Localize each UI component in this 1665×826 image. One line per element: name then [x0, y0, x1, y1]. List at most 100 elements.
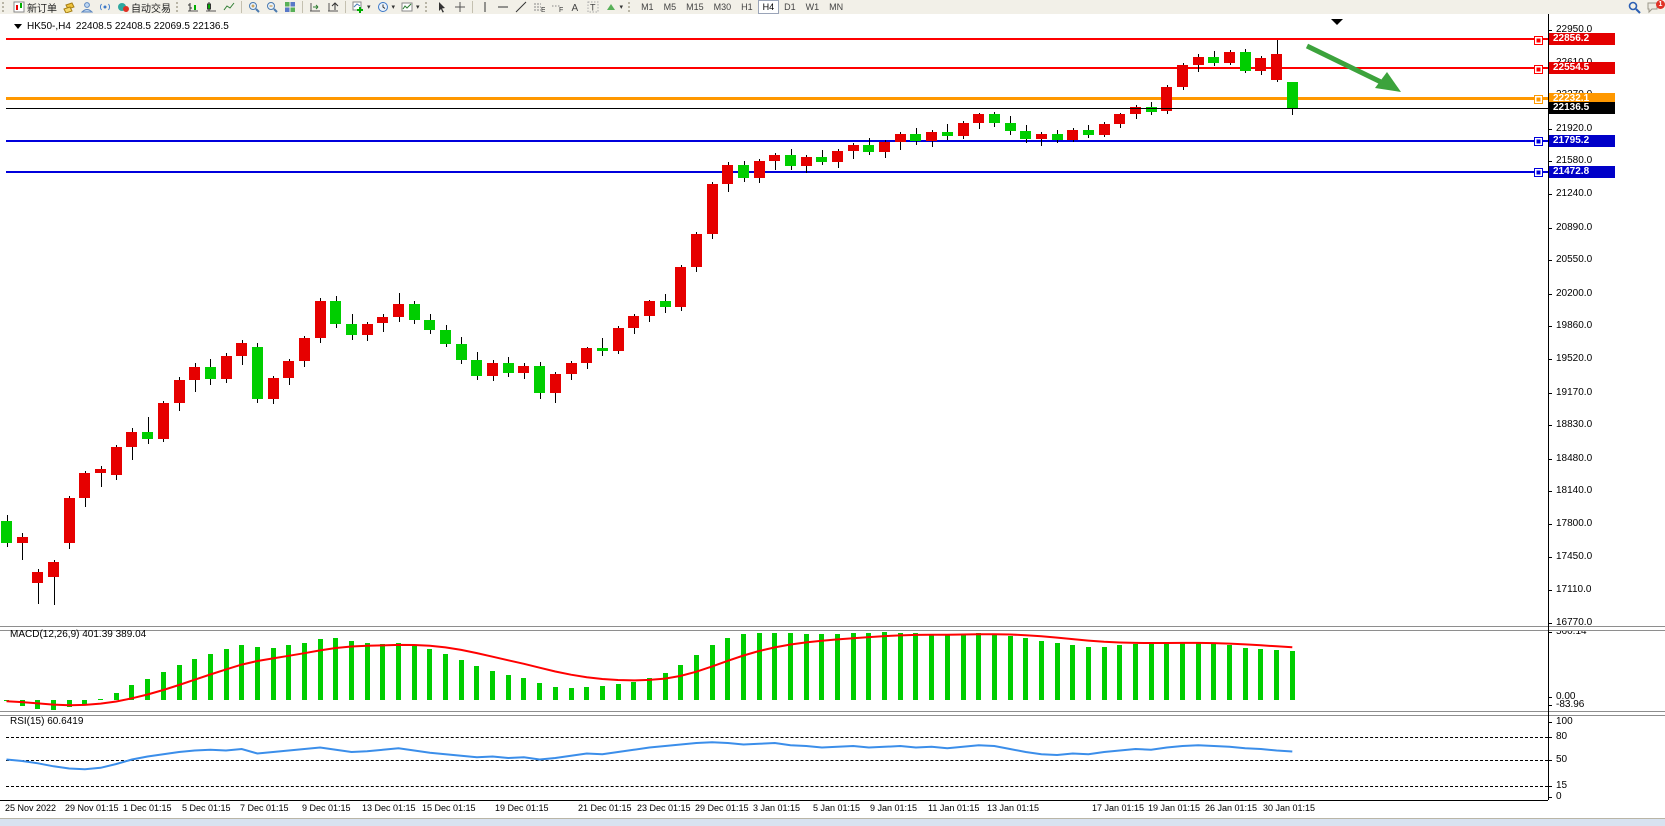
y-tick-label: 21240.0 [1556, 188, 1593, 199]
horizontal-line-icon [497, 1, 509, 13]
chart-area[interactable]: HK50-,H4 22408.5 22408.5 22069.5 22136.5… [0, 14, 1665, 818]
candle [1082, 129, 1094, 135]
signal-button[interactable] [96, 1, 114, 14]
horizontal-line-object[interactable] [6, 97, 1548, 101]
x-axis-label: 13 Jan 01:15 [987, 803, 1040, 813]
toolbar: 新订单 自动交易 [0, 0, 1665, 15]
macd-histogram-bar [505, 674, 511, 700]
line-chart-icon [223, 1, 235, 13]
y-tick-label: 18830.0 [1556, 419, 1593, 431]
y-tick-mark [1548, 260, 1552, 262]
timeframe-w1[interactable]: W1 [805, 2, 820, 12]
chart-shift-button[interactable] [324, 1, 342, 14]
fibonacci-button[interactable]: E [530, 1, 548, 14]
cursor-button[interactable] [433, 1, 451, 14]
arrows-button[interactable]: ▾ [602, 1, 627, 14]
candle [973, 114, 985, 123]
candle [220, 356, 232, 380]
toolbar-grip[interactable] [2, 2, 8, 12]
bar-chart-button[interactable] [184, 1, 202, 14]
candle [863, 145, 875, 152]
trendline-button[interactable] [512, 1, 530, 14]
periods-button[interactable]: ▾ [374, 1, 399, 14]
pane-separator[interactable] [0, 626, 1665, 631]
toolbar-chart-group: ▾ ▾ ▾ [184, 0, 423, 14]
text-label-button[interactable]: T [584, 1, 602, 14]
rsi-tick-mark [1548, 737, 1552, 738]
candle [314, 300, 326, 338]
x-axis-label: 11 Jan 01:15 [928, 803, 980, 813]
new-order-button[interactable]: 新订单 [10, 1, 60, 15]
top-marker-icon[interactable] [1331, 19, 1343, 25]
toolbar-grip[interactable] [176, 2, 182, 12]
candle [738, 165, 749, 178]
cycle-lines-button[interactable]: F [548, 1, 566, 14]
crosshair-button[interactable] [451, 1, 469, 14]
macd-histogram-bar [631, 681, 637, 700]
candle [941, 131, 953, 137]
line-handle[interactable] [1534, 168, 1543, 178]
x-axis-label: 19 Dec 01:15 [495, 803, 549, 813]
search-icon [1628, 1, 1641, 14]
templates-button[interactable]: ▾ [398, 1, 423, 14]
macd-histogram-bar [129, 685, 135, 700]
timeframe-m1[interactable]: M1 [641, 2, 654, 12]
text-button[interactable]: A [566, 1, 584, 14]
vertical-line-button[interactable] [476, 1, 494, 14]
macd-histogram-bar [1023, 638, 1029, 700]
macd-histogram-bar [239, 645, 245, 700]
timeframe-h1[interactable]: H1 [741, 2, 753, 12]
collapse-ohlc-icon[interactable] [14, 24, 22, 29]
line-handle[interactable] [1534, 64, 1543, 74]
timeframe-h4[interactable]: H4 [757, 0, 780, 14]
macd-histogram-bar [537, 683, 543, 700]
horizontal-line-object[interactable] [6, 38, 1548, 41]
horizontal-line-button[interactable] [494, 1, 512, 14]
horizontal-line-object[interactable] [6, 67, 1548, 69]
y-tick-label: 18480.0 [1556, 452, 1593, 464]
autotrading-button[interactable]: 自动交易 [114, 1, 174, 15]
macd-histogram-bar [584, 687, 590, 700]
line-handle[interactable] [1534, 137, 1543, 147]
timeframe-m15[interactable]: M15 [686, 2, 704, 12]
zoom-out-button[interactable] [263, 1, 281, 14]
candle [832, 150, 843, 163]
candle [1239, 52, 1251, 72]
macd-histogram-bar [1289, 651, 1295, 700]
timeframe-m5[interactable]: M5 [663, 2, 677, 12]
current-price-tag: 22136.5 [1549, 102, 1615, 115]
toolbar-grip[interactable] [424, 2, 431, 12]
horizontal-line-object[interactable] [6, 139, 1548, 142]
timeframe-mn[interactable]: MN [829, 2, 844, 12]
line-chart-button[interactable] [220, 1, 238, 14]
y-tick-label: 20200.0 [1556, 287, 1593, 299]
candle [643, 301, 655, 316]
gold-button[interactable] [60, 1, 78, 14]
pane-separator[interactable] [0, 711, 1665, 716]
auto-scroll-button[interactable] [306, 1, 324, 14]
candlestick-chart-button[interactable] [202, 1, 220, 14]
timeframe-d1[interactable]: D1 [784, 2, 796, 12]
macd-histogram-bar [98, 698, 104, 700]
line-handle[interactable] [1534, 95, 1543, 105]
toolbar-grip[interactable] [628, 2, 634, 12]
macd-histogram-bar [1101, 646, 1107, 700]
macd-histogram-bar [333, 638, 339, 700]
macd-histogram-bar [1133, 644, 1138, 700]
y-tick-mark [1548, 326, 1552, 328]
macd-histogram-bar [1054, 642, 1060, 700]
zoom-in-button[interactable] [245, 1, 263, 14]
candle [690, 234, 702, 267]
indicators-button[interactable]: ▾ [349, 1, 374, 14]
tile-windows-button[interactable] [281, 1, 299, 14]
arrows-icon [605, 1, 617, 13]
line-handle[interactable] [1534, 35, 1543, 45]
macd-histogram-bar [1007, 635, 1013, 700]
macd-histogram-bar [929, 633, 935, 700]
search-button[interactable] [1625, 1, 1643, 14]
community-button[interactable] [78, 1, 96, 14]
notifications-button[interactable]: 1 [1643, 0, 1665, 14]
timeframe-m30[interactable]: M30 [713, 2, 732, 12]
horizontal-line-object[interactable] [6, 170, 1548, 173]
macd-histogram-bar [725, 638, 731, 700]
